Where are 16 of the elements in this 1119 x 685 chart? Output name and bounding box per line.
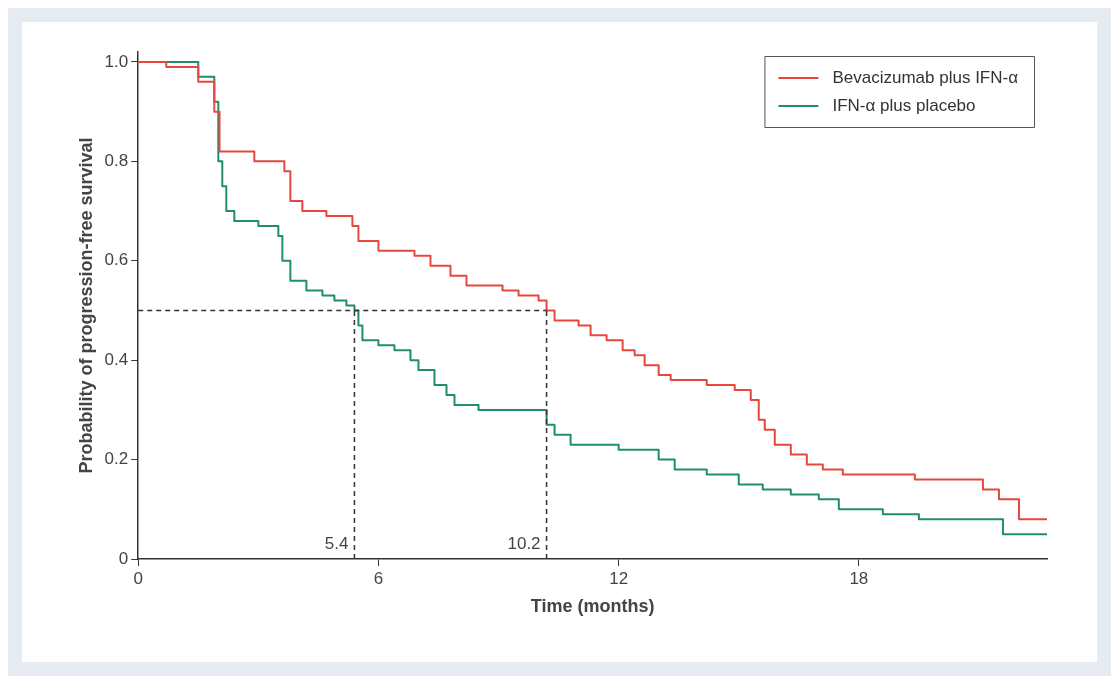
x-tick-label: 0 <box>133 568 143 588</box>
y-tick-label: 0.4 <box>104 349 129 369</box>
y-tick-label: 0 <box>118 548 129 568</box>
y-tick-label: 1.0 <box>104 51 129 71</box>
y-tick-label: 0.2 <box>104 449 129 469</box>
y-tick-label: 0.8 <box>104 151 129 171</box>
y-tick-label: 0.6 <box>104 250 129 270</box>
x-tick-label: 6 <box>373 568 384 588</box>
x-axis-title: Time (months) <box>530 596 655 617</box>
legend-label: IFN-α plus placebo <box>832 95 976 115</box>
ref-line-label: 10.2 <box>507 534 541 554</box>
legend-label: Bevacizumab plus IFN-α <box>832 67 1019 87</box>
x-tick-label: 18 <box>849 568 869 588</box>
x-tick-label: 12 <box>609 568 629 588</box>
y-axis-title: Probability of progression-free survival <box>75 137 96 474</box>
ref-line-label: 5.4 <box>324 534 349 554</box>
